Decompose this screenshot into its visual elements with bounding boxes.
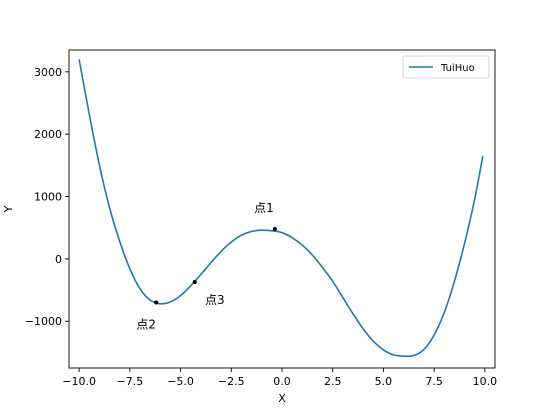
x-tick-label: 10.0 (473, 375, 498, 388)
y-axis: −1000 0 1000 2000 3000 (25, 66, 69, 328)
x-tick-label: −10.0 (62, 375, 96, 388)
x-tick-label: 0.0 (273, 375, 291, 388)
y-tick-label: 0 (55, 253, 62, 266)
point-marker (272, 226, 277, 231)
x-tick-label: −5.0 (167, 375, 194, 388)
axes-frame (68, 49, 496, 369)
x-tick-label: −2.5 (218, 375, 245, 388)
y-axis-label: Y (2, 205, 15, 213)
point-annotation: 点2 (136, 318, 156, 332)
legend: TuiHuo (402, 55, 490, 79)
x-tick-label: 5.0 (375, 375, 393, 388)
y-tick-label: −1000 (25, 315, 62, 328)
x-axis: −10.0 −7.5 −5.0 −2.5 0.0 2.5 5.0 7.5 10.0 (62, 368, 497, 388)
x-tick-label: 2.5 (324, 375, 342, 388)
point-annotation: 点1 (254, 201, 274, 215)
legend-box (402, 55, 490, 79)
y-tick-label: 2000 (34, 128, 62, 141)
point-annotation: 点3 (205, 293, 225, 307)
plot-area: −10.0 −7.5 −5.0 −2.5 0.0 2.5 5.0 7.5 10.0 −1000 0… (25, 49, 497, 388)
point-marker (154, 300, 159, 305)
y-tick-label: 1000 (34, 191, 62, 204)
series-line-tuihuo (78, 59, 484, 358)
x-tick-label: −7.5 (116, 375, 143, 388)
legend-entry-tuihuo: TuiHuo (440, 63, 475, 74)
y-tick-label: 3000 (34, 66, 62, 79)
x-tick-label: 7.5 (425, 375, 443, 388)
x-axis-label: X (278, 392, 286, 405)
point-markers: 点1 点2 点3 (136, 201, 277, 332)
point-marker (192, 279, 197, 284)
